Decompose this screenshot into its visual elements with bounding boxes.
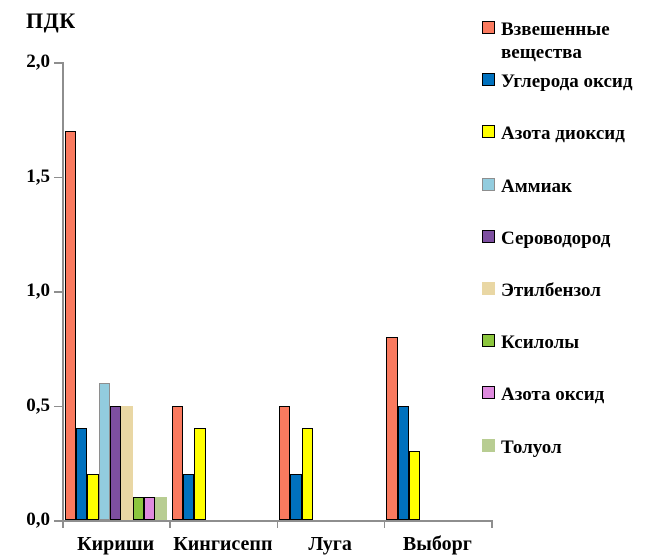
y-tick-label: 1,5 bbox=[26, 165, 50, 187]
chart-bar bbox=[87, 474, 99, 520]
legend-label: Сероводород bbox=[501, 227, 611, 249]
legend-item: Толуол bbox=[482, 436, 661, 459]
chart-bar bbox=[109, 405, 122, 520]
y-axis-title: ПДК bbox=[26, 8, 76, 33]
x-axis-tick bbox=[491, 520, 493, 528]
legend-item: Ксилолы bbox=[482, 331, 661, 354]
legend-swatch bbox=[482, 177, 495, 191]
chart-bar bbox=[64, 130, 76, 520]
legend-swatch bbox=[482, 229, 495, 243]
y-tick-label: 2,0 bbox=[26, 51, 50, 72]
x-category-label: Луга bbox=[308, 533, 352, 555]
y-tick-label: 1,0 bbox=[26, 280, 50, 301]
chart-bar bbox=[386, 336, 398, 520]
legend-swatch bbox=[482, 334, 495, 348]
y-tick-label: 0,5 bbox=[26, 394, 50, 416]
legend-swatch bbox=[482, 386, 495, 400]
chart-bar bbox=[132, 497, 145, 520]
legend-swatch bbox=[482, 438, 495, 452]
legend-label: Азота оксид bbox=[501, 384, 605, 406]
x-category-label: Выборг bbox=[402, 533, 472, 555]
chart-bar bbox=[121, 405, 133, 520]
chart-bar bbox=[301, 428, 314, 520]
chart-bar bbox=[408, 451, 421, 520]
chart-bar bbox=[194, 428, 206, 520]
legend-swatch bbox=[482, 73, 495, 87]
chart-bar bbox=[290, 474, 302, 520]
legend-item: Сероводород bbox=[482, 227, 661, 250]
legend-label: Аммиак bbox=[501, 175, 572, 197]
chart-bar bbox=[144, 497, 156, 520]
y-axis-tick bbox=[54, 62, 62, 64]
legend: Взвешенные вещества Углерода оксид Азота д… bbox=[482, 0, 667, 559]
chart-bar bbox=[155, 497, 167, 520]
chart-bar bbox=[98, 382, 110, 520]
y-axis-tick bbox=[54, 291, 62, 293]
legend-item: Взвешенные вещества bbox=[482, 18, 661, 64]
y-axis-tick bbox=[54, 405, 62, 407]
chart-bar bbox=[397, 405, 409, 520]
legend-item: Азота оксид bbox=[482, 383, 661, 406]
x-axis-tick bbox=[383, 520, 386, 528]
chart-bar bbox=[183, 474, 195, 520]
legend-item: Азота диоксид bbox=[482, 122, 661, 145]
y-axis-line bbox=[62, 62, 64, 520]
x-category-label: Кириши bbox=[77, 533, 155, 555]
x-axis-tick bbox=[62, 520, 64, 528]
chart-bar bbox=[75, 428, 88, 520]
chart-bar bbox=[279, 405, 291, 520]
legend-swatch bbox=[482, 282, 495, 295]
y-tick-label: 0,0 bbox=[26, 509, 50, 530]
legend-item: Углерода оксид bbox=[482, 70, 661, 93]
x-category-label: Кингисепп bbox=[173, 533, 273, 555]
x-axis-tick bbox=[169, 520, 171, 528]
legend-label: Толуол bbox=[501, 436, 562, 458]
legend-label: Этилбензол bbox=[501, 280, 601, 301]
legend-item: Этилбензол bbox=[482, 279, 661, 302]
y-axis-tick bbox=[54, 520, 62, 522]
legend-item: Аммиак bbox=[482, 175, 661, 198]
y-axis-tick bbox=[54, 176, 62, 178]
legend-label: Азота диоксид bbox=[501, 123, 625, 145]
legend-label: Взвешенные вещества bbox=[501, 19, 610, 63]
legend-swatch bbox=[482, 125, 495, 139]
legend-label: Ксилолы bbox=[501, 332, 580, 354]
x-axis-tick bbox=[276, 520, 278, 528]
legend-label: Углерода оксид bbox=[501, 71, 633, 93]
legend-swatch bbox=[482, 21, 495, 34]
chart-bar bbox=[171, 405, 184, 520]
